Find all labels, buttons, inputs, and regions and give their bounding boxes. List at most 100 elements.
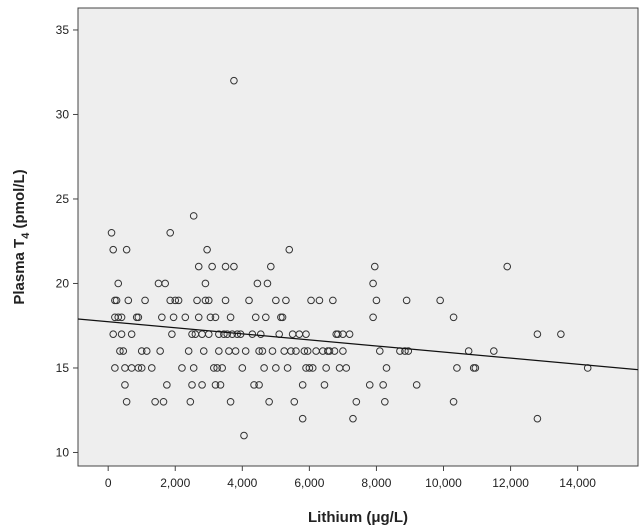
data-point	[369, 279, 377, 288]
data-point	[245, 296, 253, 305]
x-tick-label: 12,000	[492, 476, 529, 490]
data-point	[256, 330, 265, 338]
data-point	[278, 313, 287, 322]
x-tick-label: 14,000	[559, 476, 596, 490]
data-point	[114, 279, 123, 288]
data-point	[171, 296, 180, 305]
data-point	[255, 347, 263, 355]
data-point	[382, 364, 391, 372]
data-point	[226, 313, 235, 322]
data-point	[166, 228, 175, 237]
data-point	[213, 364, 221, 372]
data-point	[402, 296, 411, 305]
x-tick-label: 10,000	[425, 476, 462, 490]
data-point	[210, 364, 218, 372]
data-point	[285, 245, 294, 254]
data-point	[322, 364, 330, 372]
data-point	[119, 347, 128, 355]
data-point	[117, 313, 126, 322]
data-point	[503, 262, 512, 271]
data-point	[186, 397, 195, 406]
data-point	[194, 313, 203, 322]
data-point	[226, 397, 235, 406]
data-point	[161, 279, 169, 288]
data-point	[533, 414, 542, 423]
data-point	[178, 364, 186, 372]
data-point	[137, 364, 146, 372]
data-point	[258, 347, 267, 355]
data-point	[204, 296, 213, 305]
data-point	[223, 330, 232, 338]
data-point	[557, 330, 565, 338]
y-tick-label: 25	[56, 192, 70, 206]
data-point	[342, 364, 351, 372]
y-tick-label: 30	[56, 107, 70, 121]
data-point	[401, 347, 409, 355]
data-point	[370, 262, 379, 271]
data-point	[292, 347, 300, 355]
data-point	[112, 296, 121, 305]
data-point	[449, 313, 458, 322]
data-point	[315, 296, 324, 305]
data-point	[298, 414, 307, 423]
x-tick-label: 8,000	[361, 476, 391, 490]
data-point	[238, 364, 247, 372]
data-point	[320, 381, 329, 389]
data-point	[290, 397, 299, 406]
data-point	[216, 381, 225, 389]
y-tick-label: 20	[56, 276, 70, 290]
data-point	[251, 313, 260, 322]
data-point	[134, 313, 143, 322]
data-point	[116, 347, 124, 355]
data-point	[255, 381, 263, 389]
data-point	[230, 76, 238, 85]
data-point	[268, 347, 277, 355]
x-axis-title: Lithium (μg/L)	[308, 509, 408, 526]
data-point	[215, 347, 223, 355]
data-point	[230, 262, 238, 271]
data-point	[308, 364, 317, 372]
x-tick-label: 4,000	[227, 476, 257, 490]
data-point	[206, 313, 215, 322]
y-axis-title: Plasma T4 (pmol/L)	[11, 169, 32, 304]
data-point	[282, 296, 290, 305]
data-point	[369, 313, 377, 322]
data-point	[168, 330, 176, 338]
data-point	[141, 296, 149, 305]
data-point	[211, 313, 220, 322]
data-point	[122, 245, 131, 254]
data-point	[372, 296, 381, 305]
data-point	[218, 364, 226, 372]
data-point	[215, 330, 223, 338]
data-point	[211, 381, 220, 389]
data-point	[158, 313, 166, 322]
data-point	[121, 381, 129, 389]
data-point	[272, 364, 280, 372]
data-point	[114, 313, 123, 322]
data-point	[122, 397, 131, 406]
data-point	[199, 347, 208, 355]
data-point	[156, 347, 164, 355]
data-point	[267, 262, 275, 271]
data-point	[163, 381, 171, 389]
data-point	[174, 296, 183, 305]
data-point	[260, 364, 268, 372]
data-point	[201, 279, 210, 288]
data-point	[151, 397, 159, 406]
data-point	[490, 347, 498, 355]
x-axis: 0 2,000 4,000 6,000 8,000 10,000 12,000 14,000	[105, 466, 596, 490]
data-point	[250, 381, 258, 389]
data-point	[305, 364, 314, 372]
data-point	[453, 364, 461, 372]
data-point	[159, 397, 168, 406]
data-point	[231, 347, 240, 355]
data-point	[189, 212, 198, 220]
data-point	[375, 347, 384, 355]
x-tick-label: 0	[105, 476, 112, 490]
data-point	[240, 431, 248, 440]
data-point	[379, 381, 387, 389]
data-point	[166, 296, 175, 305]
data-point	[220, 330, 228, 338]
data-point	[208, 262, 216, 271]
data-point	[272, 296, 280, 305]
